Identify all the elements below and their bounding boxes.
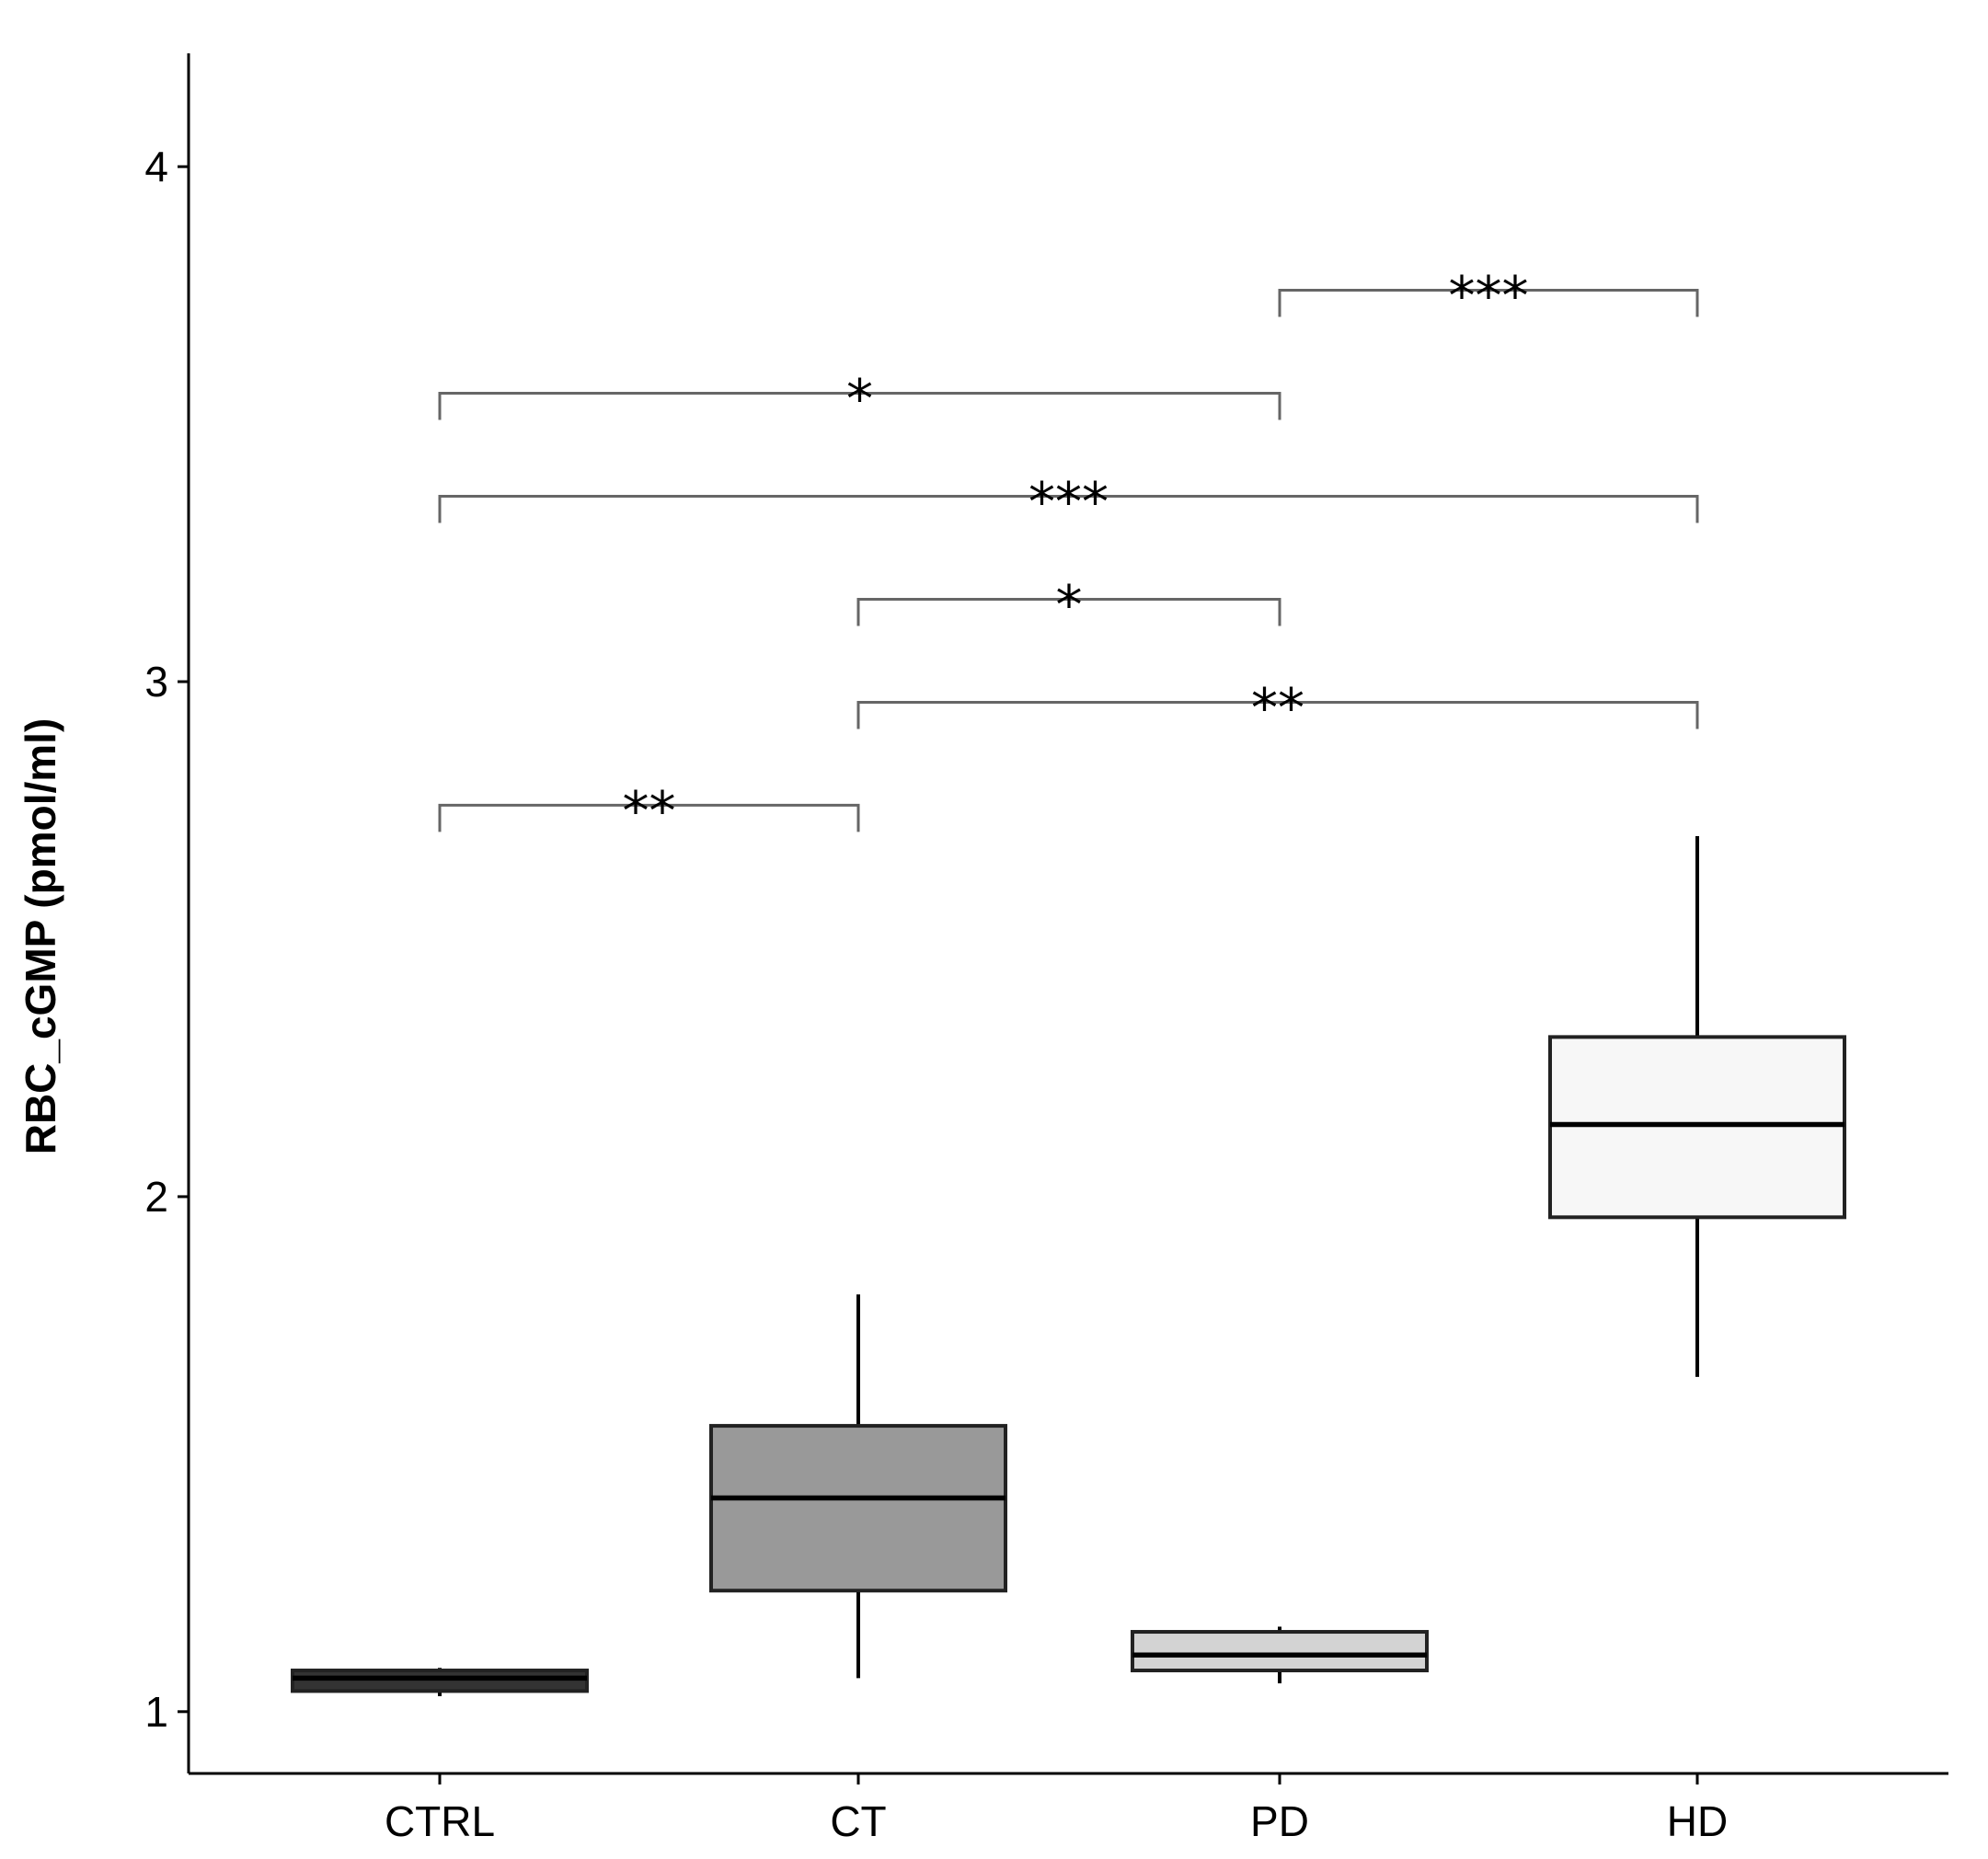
- bracket-line: [438, 392, 1281, 420]
- box-hd: [1548, 836, 1846, 1377]
- box-ct: [709, 1294, 1007, 1679]
- iqr-box: [1131, 1630, 1429, 1673]
- x-tick-label-pd: PD: [1250, 1797, 1309, 1845]
- x-tick-label-ctrl: CTRL: [385, 1797, 495, 1845]
- significance-label: **: [623, 779, 676, 842]
- y-tick-label: 2: [144, 1173, 168, 1221]
- y-axis-title: RBC_cGMP (pmol/ml): [17, 718, 64, 1155]
- iqr-box: [1548, 1035, 1846, 1220]
- sig-bracket-ctrl-ct: **: [438, 779, 860, 842]
- sig-bracket-ctrl-pd: *: [438, 368, 1281, 430]
- significance-label: **: [1251, 676, 1304, 739]
- significance-label: ***: [1449, 265, 1529, 327]
- significance-label: *: [846, 368, 873, 430]
- box-layer: [291, 836, 1846, 1697]
- sig-bracket-ct-hd: **: [856, 676, 1699, 739]
- box-ctrl: [291, 1668, 589, 1697]
- bracket-line: [438, 803, 860, 832]
- box-pd: [1131, 1626, 1429, 1684]
- sig-bracket-ct-pd: *: [856, 573, 1281, 636]
- y-tick-label: 3: [144, 658, 168, 706]
- x-tick-label-hd: HD: [1667, 1797, 1728, 1845]
- bracket-line: [438, 494, 1699, 523]
- x-tick-label-ct: CT: [830, 1797, 886, 1845]
- tick-layer: 1 2 3 4 CTRL CT PD HD: [144, 143, 1728, 1845]
- y-tick-label: 1: [144, 1688, 168, 1736]
- sig-bracket-pd-hd: ***: [1278, 265, 1699, 327]
- significance-label: *: [1056, 573, 1083, 636]
- bracket-line: [856, 700, 1699, 729]
- bracket-line: [856, 597, 1281, 626]
- significance-layer: ************: [438, 265, 1699, 842]
- axis-layer: [187, 53, 1948, 1775]
- iqr-box: [291, 1669, 589, 1693]
- iqr-box: [709, 1424, 1007, 1593]
- significance-label: ***: [1028, 470, 1109, 533]
- sig-bracket-ctrl-hd: ***: [438, 470, 1699, 533]
- bracket-line: [1278, 289, 1699, 317]
- y-tick-label: 4: [144, 143, 168, 190]
